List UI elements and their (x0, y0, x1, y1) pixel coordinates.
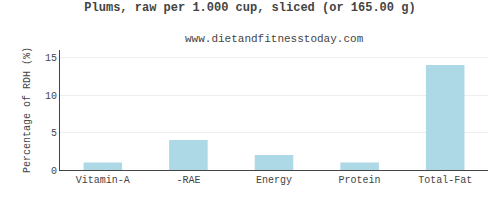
svg-text:Protein: Protein (339, 175, 381, 186)
svg-text:Total-Fat: Total-Fat (418, 175, 472, 186)
svg-text:Energy: Energy (256, 175, 292, 186)
svg-text:Vitamin-A: Vitamin-A (76, 175, 130, 186)
svg-text:-RAE: -RAE (176, 175, 200, 186)
svg-text:Plums, raw per 1.000 cup, slic: Plums, raw per 1.000 cup, sliced (or 165… (84, 1, 415, 15)
svg-text:0: 0 (51, 166, 57, 177)
svg-text:5: 5 (51, 128, 57, 139)
svg-text:www.dietandfitnesstoday.com: www.dietandfitnesstoday.com (185, 33, 364, 45)
svg-text:15: 15 (45, 53, 57, 64)
svg-text:10: 10 (45, 91, 57, 102)
svg-text:Percentage of RDH (%): Percentage of RDH (%) (22, 47, 33, 173)
